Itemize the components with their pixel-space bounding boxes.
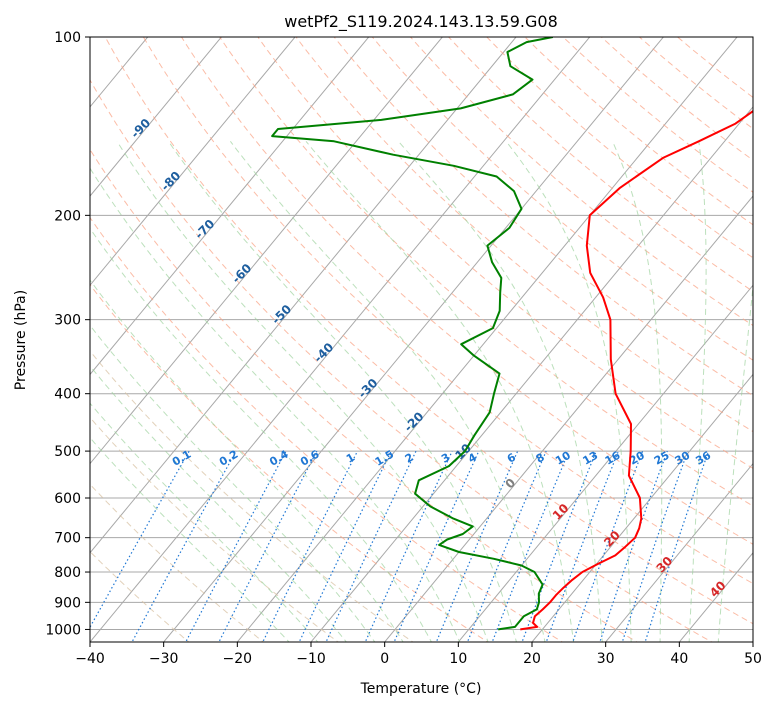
mixing-ratio-line — [545, 450, 619, 642]
mixing-ratio-line — [325, 450, 417, 642]
y-axis-ticks: 1000 900 800 700 600 500 400 300 200 100 — [45, 30, 90, 638]
y-tick-label: 1000 — [45, 622, 81, 638]
isotherm-line — [163, 37, 665, 642]
moist-adiabat-line — [688, 141, 707, 642]
x-tick-label: −10 — [296, 651, 326, 667]
chart-title: wetPf2_S119.2024.143.13.59.G08 — [284, 12, 558, 32]
dry-adiabat-line — [371, 37, 753, 361]
moist-adiabat-line — [90, 365, 347, 642]
mixing-ratio-line — [185, 450, 287, 642]
dry-adiabat-line — [90, 483, 265, 642]
y-tick-label: 700 — [54, 531, 81, 547]
moist-adiabat-line — [230, 140, 546, 642]
x-tick-label: 0 — [380, 651, 389, 667]
y-tick-label: 500 — [54, 444, 81, 460]
mixing-ratio-line — [435, 450, 519, 642]
moist-adiabat-lines — [90, 140, 753, 642]
mixing-ratio-line — [644, 450, 710, 642]
dry-adiabat-line — [90, 350, 414, 642]
temperature-profile-line — [520, 109, 753, 631]
x-axis-label: Temperature (°C) — [360, 681, 482, 697]
x-tick-label: −20 — [223, 651, 253, 667]
isotherm-line — [90, 37, 296, 287]
y-axis-label: Pressure (hPa) — [13, 290, 29, 390]
moist-adiabat-line — [505, 140, 632, 642]
x-tick-label: 40 — [670, 651, 688, 667]
y-tick-label: 200 — [54, 208, 81, 224]
dry-adiabat-line — [90, 416, 340, 642]
dry-adiabat-line — [90, 79, 713, 642]
isotherm-line — [236, 37, 738, 642]
moist-adiabat-line — [116, 141, 489, 642]
x-tick-label: 20 — [523, 651, 541, 667]
plot-frame — [89, 36, 754, 643]
x-tick-label: 50 — [744, 651, 762, 667]
moist-adiabat-line — [717, 281, 753, 642]
mixing-ratio-line — [466, 450, 547, 642]
dry-adiabat-line — [90, 216, 564, 642]
y-tick-label: 600 — [54, 491, 81, 507]
moist-adiabat-line — [612, 141, 663, 642]
moist-adiabat-line — [168, 141, 518, 642]
isotherm-line — [384, 195, 753, 642]
moist-adiabat-line — [90, 227, 432, 642]
isotherm-line — [531, 373, 753, 642]
dry-adiabat-line — [180, 37, 753, 545]
y-tick-label: 900 — [54, 595, 81, 611]
isotherm-line — [90, 37, 591, 642]
mixing-ratio-line — [599, 450, 668, 642]
moist-adiabat-line — [90, 167, 461, 642]
dry-adiabat-line — [219, 37, 753, 507]
moist-adiabat-line — [90, 279, 404, 642]
isobar-gridlines — [90, 37, 753, 630]
dry-adiabat-line — [90, 283, 489, 642]
moist-adiabat-line — [398, 140, 603, 642]
dry-adiabat-line — [295, 37, 753, 433]
isotherm-gridlines — [90, 37, 753, 642]
isotherm-line — [457, 284, 753, 642]
mixing-ratio-line — [218, 450, 318, 642]
isotherm-line — [90, 37, 517, 554]
x-tick-label: −40 — [75, 651, 105, 667]
y-tick-label: 100 — [54, 30, 81, 46]
y-tick-label: 400 — [54, 387, 81, 403]
dry-adiabat-line — [90, 148, 639, 642]
x-tick-label: 30 — [597, 651, 615, 667]
profile-lines — [271, 37, 753, 631]
isotherm-line — [605, 462, 753, 642]
dewpoint-profile-line — [271, 37, 554, 631]
y-tick-label: 300 — [54, 313, 81, 329]
isotherm-line — [90, 37, 370, 376]
mixing-ratio-line — [572, 450, 644, 642]
y-tick-label: 800 — [54, 565, 81, 581]
moist-adiabat-line — [305, 140, 575, 642]
mixing-ratio-line — [621, 450, 689, 642]
x-tick-label: 10 — [449, 651, 467, 667]
isotherm-line — [90, 37, 223, 197]
dry-adiabat-line — [90, 550, 190, 642]
x-axis-ticks: −40 −30 −20 −10 0 10 20 30 40 50 — [75, 642, 762, 667]
x-tick-label: −30 — [149, 651, 179, 667]
dry-adiabat-line — [142, 37, 753, 585]
mixing-ratio-lines — [90, 450, 710, 642]
dry-adiabat-line — [104, 37, 753, 625]
mixing-ratio-line — [521, 450, 597, 642]
isotherm-line — [90, 37, 444, 465]
